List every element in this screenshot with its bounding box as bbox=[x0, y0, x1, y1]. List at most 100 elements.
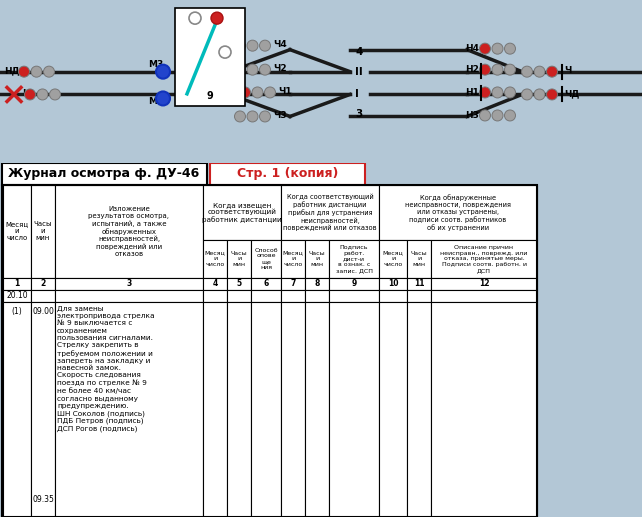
Text: 09.00: 09.00 bbox=[32, 307, 54, 316]
Bar bbox=[2, 185, 537, 517]
Text: I: I bbox=[355, 89, 359, 99]
Bar bbox=[379, 185, 537, 240]
Bar bbox=[407, 278, 431, 290]
Circle shape bbox=[505, 110, 516, 121]
Bar bbox=[305, 240, 329, 278]
Text: 10: 10 bbox=[388, 279, 398, 288]
Circle shape bbox=[492, 43, 503, 54]
Bar bbox=[251, 290, 281, 302]
Circle shape bbox=[505, 64, 516, 75]
Text: 9: 9 bbox=[207, 91, 213, 101]
Text: Н4: Н4 bbox=[465, 44, 479, 53]
Text: 09.35: 09.35 bbox=[32, 495, 54, 504]
Circle shape bbox=[37, 89, 48, 100]
Text: 9: 9 bbox=[351, 279, 356, 288]
Bar bbox=[329, 240, 379, 278]
Text: 11: 11 bbox=[413, 279, 424, 288]
Bar bbox=[3, 302, 31, 517]
Bar bbox=[305, 290, 329, 302]
Text: Ч1: Ч1 bbox=[278, 87, 291, 96]
Circle shape bbox=[227, 89, 238, 100]
Circle shape bbox=[239, 87, 250, 98]
Bar bbox=[55, 185, 203, 278]
Bar bbox=[227, 302, 251, 517]
Text: Журнал осмотра ф. ДУ-46: Журнал осмотра ф. ДУ-46 bbox=[8, 168, 200, 180]
Bar bbox=[31, 185, 55, 278]
Text: 2: 2 bbox=[40, 279, 46, 288]
Bar bbox=[305, 278, 329, 290]
Circle shape bbox=[480, 64, 490, 75]
Circle shape bbox=[252, 87, 263, 98]
Bar bbox=[2, 163, 207, 185]
Bar bbox=[55, 302, 203, 517]
Text: 5: 5 bbox=[236, 279, 241, 288]
Circle shape bbox=[234, 111, 245, 122]
Circle shape bbox=[480, 43, 490, 54]
Text: (1): (1) bbox=[12, 307, 22, 316]
Bar bbox=[379, 290, 407, 302]
Circle shape bbox=[234, 40, 245, 51]
Bar bbox=[281, 302, 305, 517]
Bar bbox=[31, 290, 55, 302]
Circle shape bbox=[189, 12, 201, 24]
Text: Месяц
и
число: Месяц и число bbox=[282, 251, 304, 267]
Bar bbox=[203, 185, 281, 240]
Circle shape bbox=[234, 64, 245, 75]
Circle shape bbox=[492, 64, 503, 75]
Text: Часы
и
мин: Часы и мин bbox=[309, 251, 325, 267]
Bar bbox=[210, 163, 365, 185]
Bar bbox=[281, 185, 379, 240]
Bar bbox=[431, 278, 537, 290]
Circle shape bbox=[492, 87, 503, 98]
Bar bbox=[3, 278, 31, 290]
Text: 3: 3 bbox=[126, 279, 132, 288]
Text: Когда извещен
соответствующий
работник дистанции: Когда извещен соответствующий работник д… bbox=[202, 202, 282, 223]
Text: II: II bbox=[355, 67, 363, 77]
Text: ЧД: ЧД bbox=[564, 89, 579, 98]
Circle shape bbox=[505, 87, 516, 98]
Circle shape bbox=[19, 66, 30, 77]
Circle shape bbox=[31, 66, 42, 77]
Text: Изложение
результатов осмотра,
испытаний, а также
обнаруженных
неисправностей,
п: Изложение результатов осмотра, испытаний… bbox=[89, 206, 169, 257]
Bar bbox=[281, 290, 305, 302]
Text: 7: 7 bbox=[290, 279, 296, 288]
Text: НД: НД bbox=[4, 66, 19, 75]
Circle shape bbox=[546, 89, 557, 100]
Text: Месяц
и
число: Месяц и число bbox=[205, 251, 225, 267]
Circle shape bbox=[521, 66, 532, 77]
Bar bbox=[251, 302, 281, 517]
Bar bbox=[431, 290, 537, 302]
Text: 1: 1 bbox=[14, 279, 20, 288]
Text: Способ
опове
ще
ния: Способ опове ще ния bbox=[254, 248, 278, 270]
Circle shape bbox=[211, 12, 223, 24]
Bar bbox=[251, 278, 281, 290]
Text: Часы
и
мин: Часы и мин bbox=[411, 251, 428, 267]
Text: 12: 12 bbox=[479, 279, 489, 288]
Circle shape bbox=[521, 89, 532, 100]
Bar bbox=[379, 302, 407, 517]
Bar bbox=[203, 240, 227, 278]
Bar bbox=[55, 278, 203, 290]
Text: Месяц
и
число: Месяц и число bbox=[5, 221, 28, 241]
Bar bbox=[3, 185, 31, 278]
Bar bbox=[175, 8, 245, 106]
Text: Н|: Н| bbox=[22, 89, 33, 98]
Bar bbox=[281, 278, 305, 290]
Bar bbox=[281, 240, 305, 278]
Text: Ч2: Ч2 bbox=[273, 64, 286, 73]
Bar bbox=[3, 290, 31, 302]
Circle shape bbox=[480, 110, 490, 121]
Text: Когда обнаруженные
неисправности, повреждения
или отказы устранены,
подписи соот: Когда обнаруженные неисправности, повреж… bbox=[405, 194, 511, 231]
Bar bbox=[379, 240, 407, 278]
Circle shape bbox=[156, 92, 170, 105]
Circle shape bbox=[265, 87, 275, 98]
Text: Часы
и
мин: Часы и мин bbox=[230, 251, 247, 267]
Text: Н1: Н1 bbox=[465, 88, 479, 97]
Bar bbox=[227, 278, 251, 290]
Text: М3: М3 bbox=[148, 59, 163, 69]
Text: Ч4: Ч4 bbox=[273, 40, 287, 49]
Bar bbox=[407, 240, 431, 278]
Bar bbox=[431, 240, 537, 278]
Text: Когда соответствующий
работник дистанции
прибыл для устранения
неисправностей,
п: Когда соответствующий работник дистанции… bbox=[283, 193, 377, 231]
Bar bbox=[31, 302, 55, 517]
